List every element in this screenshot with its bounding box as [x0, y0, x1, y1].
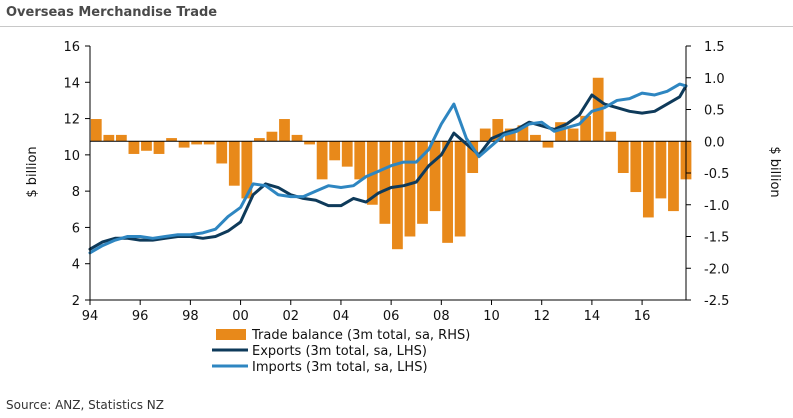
trade-balance-bar — [504, 128, 516, 142]
source-note: Source: ANZ, Statistics NZ — [6, 398, 164, 412]
trade-balance-bar — [241, 141, 253, 199]
trade-balance-bar — [329, 141, 341, 161]
trade-balance-bar — [153, 141, 165, 154]
left-axis-title: $ billion — [25, 146, 40, 197]
trade-balance-bar — [203, 141, 215, 145]
x-tick-label: 08 — [433, 309, 450, 324]
trade-balance-bar — [266, 131, 278, 142]
x-tick-label: 14 — [584, 309, 601, 324]
trade-balance-bar — [617, 141, 629, 173]
x-axis-ticks: 94 96 98 00 02 04 06 08 10 12 14 16 — [82, 300, 651, 324]
trade-balance-bar — [103, 134, 115, 142]
trade-balance-bar — [642, 141, 654, 218]
trade-balance-bar — [429, 141, 441, 212]
x-tick-label: 96 — [132, 309, 149, 324]
trade-balance-bar — [178, 141, 190, 148]
x-tick-label: 04 — [333, 309, 350, 324]
trade-balance-bar — [191, 141, 203, 145]
trade-balance-bar — [253, 138, 265, 142]
imports-line — [88, 82, 688, 255]
title-divider — [0, 26, 793, 27]
legend-label-exports: Exports (3m total, sa, LHS) — [252, 344, 427, 359]
trade-balance-bar — [467, 141, 479, 173]
trade-balance-bar — [567, 128, 579, 142]
right-axis-title: $ billion — [767, 146, 782, 197]
trade-balance-bar — [555, 122, 566, 142]
x-tick-label: 06 — [383, 309, 400, 324]
left-tick-label: 10 — [63, 149, 80, 164]
trade-balance-bar — [316, 141, 328, 180]
trade-balance-bar — [228, 141, 240, 186]
right-axis-ticks: -2.5 -2.0 -1.5 -1.0 -0.5 0.0 0.5 1.0 1.5 — [686, 40, 729, 309]
right-tick-label: -2.0 — [704, 262, 729, 277]
trade-balance-bar — [291, 134, 303, 142]
trade-balance-bar — [668, 141, 679, 212]
right-tick-label: 1.5 — [704, 40, 725, 55]
legend-label-trade-balance: Trade balance (3m total, sa, RHS) — [251, 328, 470, 343]
x-tick-label: 10 — [483, 309, 500, 324]
legend: Trade balance (3m total, sa, RHS) Export… — [212, 328, 470, 375]
trade-balance-bar — [454, 141, 466, 237]
trade-balance-bar — [341, 141, 353, 167]
trade-balance-bar — [166, 138, 177, 142]
right-tick-label: -2.5 — [704, 294, 729, 309]
right-tick-label: -1.5 — [704, 231, 729, 246]
trade-balance-bar — [379, 141, 391, 224]
left-tick-label: 2 — [72, 294, 80, 309]
trade-balance-bar — [90, 119, 102, 142]
line-series — [88, 82, 688, 255]
trade-balance-bar — [479, 128, 491, 142]
trade-balance-bar — [542, 141, 554, 148]
trade-balance-bar — [517, 125, 529, 142]
trade-balance-bar — [530, 134, 541, 142]
x-tick-label: 98 — [182, 309, 199, 324]
trade-balance-bar — [605, 131, 617, 142]
x-tick-label: 94 — [82, 309, 99, 324]
trade-balance-bar — [655, 141, 667, 199]
right-tick-label: -0.5 — [704, 167, 729, 182]
chart-title: Overseas Merchandise Trade — [6, 5, 218, 20]
x-tick-label: 00 — [232, 309, 249, 324]
left-tick-label: 6 — [72, 221, 80, 236]
left-tick-label: 8 — [72, 185, 80, 200]
right-tick-label: 0.0 — [704, 135, 725, 150]
trade-balance-bar — [492, 119, 504, 142]
x-tick-label: 16 — [634, 309, 651, 324]
right-tick-label: 0.5 — [704, 104, 725, 119]
left-tick-label: 14 — [63, 76, 80, 91]
trade-balance-bar — [115, 134, 127, 142]
trade-balance-bar — [354, 141, 366, 180]
trade-balance-bar — [630, 141, 642, 193]
trade-balance-bar — [417, 141, 428, 224]
x-tick-label: 02 — [282, 309, 299, 324]
exports-line — [88, 84, 688, 251]
right-tick-label: -1.0 — [704, 199, 729, 214]
trade-balance-bar — [304, 141, 315, 145]
trade-balance-bar — [141, 141, 152, 151]
left-tick-label: 4 — [72, 258, 80, 273]
legend-label-imports: Imports (3m total, sa, LHS) — [252, 360, 428, 375]
right-tick-label: 1.0 — [704, 72, 725, 87]
left-tick-label: 16 — [63, 40, 80, 55]
left-axis-ticks: 2 4 6 8 10 12 14 16 — [63, 40, 90, 309]
trade-balance-bar — [404, 141, 416, 237]
x-tick-label: 12 — [533, 309, 550, 324]
trade-balance-bars — [90, 77, 692, 250]
trade-balance-bar — [442, 141, 453, 243]
legend-swatch-trade-balance — [216, 329, 246, 340]
trade-balance-bar — [279, 119, 290, 142]
trade-balance-bar — [392, 141, 403, 250]
trade-balance-bar — [580, 115, 592, 142]
trade-balance-bar — [216, 141, 228, 164]
trade-balance-bar — [128, 141, 140, 154]
left-tick-label: 12 — [63, 113, 80, 128]
